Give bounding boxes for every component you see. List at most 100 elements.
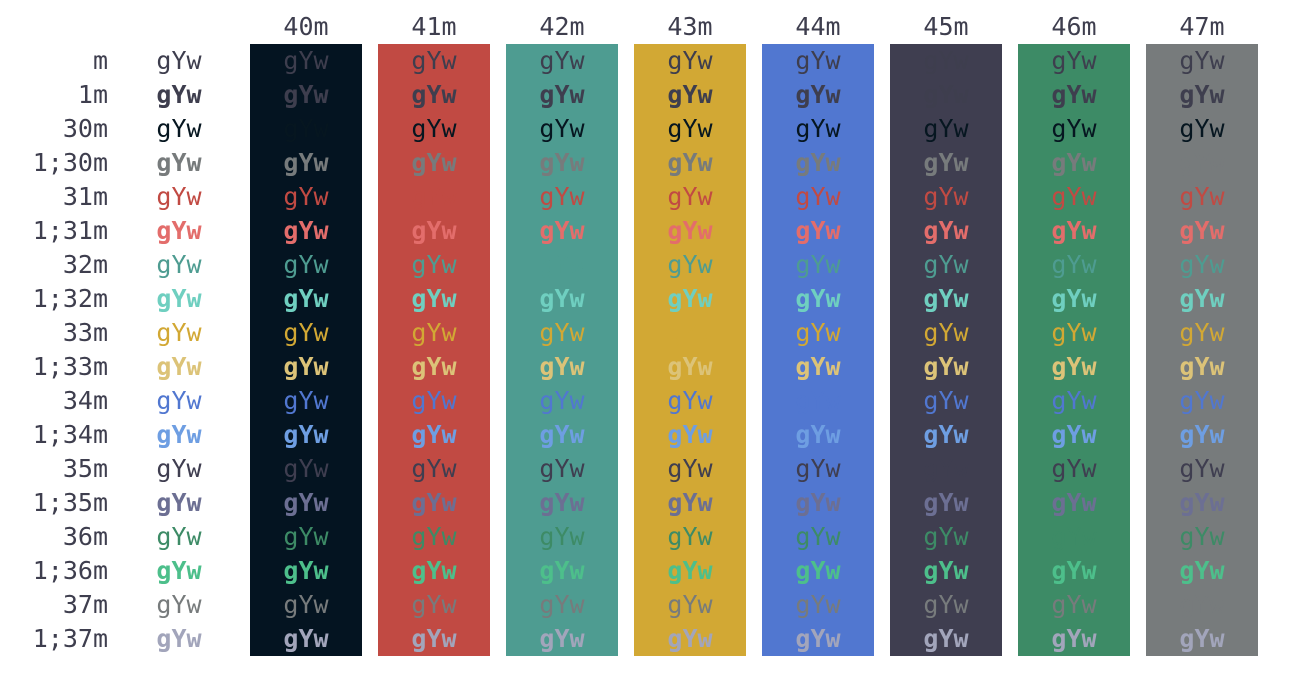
background-column: gYw gYw gYw gYw gYw gYw gYw gYw gYw gYw gYw gYw gYw g… — [378, 44, 490, 656]
swatch-sample: gYw — [539, 114, 585, 143]
swatch-sample: gYw — [1179, 182, 1225, 211]
swatch-sample: gYw — [411, 488, 457, 517]
swatch-sample: gYw — [795, 80, 841, 109]
swatch-sample: gYw — [539, 386, 585, 415]
default-sample: gYw — [156, 46, 202, 75]
swatch-sample: gYw — [667, 624, 713, 653]
swatch-sample: gYw — [411, 556, 457, 585]
swatch-sample: gYw — [1179, 216, 1225, 245]
swatch-sample: gYw — [539, 522, 585, 551]
background-column: gYw gYw gYw gYw gYw gYw gYw gYw gYw gYw gYw gYw gYw g… — [506, 44, 618, 656]
default-sample: gYw — [156, 182, 202, 211]
swatch-sample: gYw — [923, 454, 969, 483]
swatch-sample: gYw — [795, 352, 841, 381]
default-sample: gYw — [156, 216, 202, 245]
swatch-sample: gYw — [795, 46, 841, 75]
swatch-sample: gYw — [923, 420, 969, 449]
row-label: 35m — [62, 454, 108, 483]
swatch-sample: gYw — [923, 148, 969, 177]
swatch-sample: gYw — [1179, 284, 1225, 313]
row-label: 32m — [62, 250, 108, 279]
swatch-sample: gYw — [411, 624, 457, 653]
swatch-sample: gYw — [923, 284, 969, 313]
swatch-sample: gYw — [411, 148, 457, 177]
swatch-sample: gYw — [283, 216, 329, 245]
swatch-sample: gYw — [667, 46, 713, 75]
swatch-sample: gYw — [283, 80, 329, 109]
swatch-sample: gYw — [539, 284, 585, 313]
swatch-sample: gYw — [1179, 250, 1225, 279]
swatch-sample: gYw — [923, 46, 969, 75]
swatch-sample: gYw — [1051, 522, 1097, 551]
default-sample: gYw — [156, 522, 202, 551]
column-header: 42m — [539, 12, 585, 41]
swatch-sample: gYw — [539, 250, 585, 279]
swatch-sample: gYw — [667, 114, 713, 143]
swatch-sample: gYw — [283, 590, 329, 619]
swatch-sample: gYw — [1051, 250, 1097, 279]
swatch-sample: gYw — [411, 250, 457, 279]
swatch-sample: gYw — [1179, 318, 1225, 347]
swatch-sample: gYw — [1051, 590, 1097, 619]
row-label: 1;32m — [32, 284, 108, 313]
swatch-sample: gYw — [411, 420, 457, 449]
swatch-sample: gYw — [411, 46, 457, 75]
swatch-sample: gYw — [1179, 114, 1225, 143]
background-column: gYw gYw gYw gYw gYw gYw gYw gYw gYw gYw gYw gYw gYw g… — [1146, 44, 1258, 656]
swatch-sample: gYw — [1051, 556, 1097, 585]
swatch-sample: gYw — [1179, 522, 1225, 551]
swatch-sample: gYw — [795, 624, 841, 653]
swatch-sample: gYw — [1051, 182, 1097, 211]
swatch-sample: gYw — [667, 216, 713, 245]
swatch-sample: gYw — [667, 454, 713, 483]
column-header: 44m — [795, 12, 841, 41]
default-sample: gYw — [156, 454, 202, 483]
swatch-sample: gYw — [411, 352, 457, 381]
swatch-sample: gYw — [539, 556, 585, 585]
swatch-sample: gYw — [283, 114, 329, 143]
swatch-sample: gYw — [667, 522, 713, 551]
swatch-sample: gYw — [283, 522, 329, 551]
swatch-sample: gYw — [539, 216, 585, 245]
swatch-sample: gYw — [283, 352, 329, 381]
column-header: 43m — [667, 12, 713, 41]
row-label: 1;31m — [32, 216, 108, 245]
swatch-sample: gYw — [795, 114, 841, 143]
swatch-sample: gYw — [411, 318, 457, 347]
swatch-sample: gYw — [411, 284, 457, 313]
swatch-sample: gYw — [795, 284, 841, 313]
row-label: 33m — [62, 318, 108, 347]
swatch-sample: gYw — [539, 488, 585, 517]
swatch-sample: gYw — [1051, 80, 1097, 109]
swatch-sample: gYw — [539, 420, 585, 449]
swatch-sample: gYw — [795, 556, 841, 585]
swatch-sample: gYw — [539, 318, 585, 347]
swatch-sample: gYw — [923, 80, 969, 109]
swatch-sample: gYw — [411, 386, 457, 415]
swatch-sample: gYw — [1051, 216, 1097, 245]
default-sample: gYw — [156, 80, 202, 109]
swatch-sample: gYw — [1051, 148, 1097, 177]
swatch-sample: gYw — [1179, 488, 1225, 517]
swatch-sample: gYw — [411, 216, 457, 245]
swatch-sample: gYw — [411, 182, 457, 211]
swatch-sample: gYw — [283, 420, 329, 449]
swatch-sample: gYw — [795, 488, 841, 517]
swatch-sample: gYw — [923, 590, 969, 619]
column-header: 41m — [411, 12, 457, 41]
swatch-sample: gYw — [283, 386, 329, 415]
swatch-sample: gYw — [283, 46, 329, 75]
swatch-sample: gYw — [411, 522, 457, 551]
background-column: gYw gYw gYw gYw gYw gYw gYw gYw gYw gYw gYw gYw gYw g… — [1018, 44, 1130, 656]
swatch-sample: gYw — [283, 556, 329, 585]
swatch-sample: gYw — [539, 590, 585, 619]
swatch-sample: gYw — [923, 386, 969, 415]
swatch-sample: gYw — [923, 488, 969, 517]
row-label: 34m — [62, 386, 108, 415]
swatch-sample: gYw — [1051, 386, 1097, 415]
row-label: 1;34m — [32, 420, 108, 449]
swatch-sample: gYw — [539, 46, 585, 75]
swatch-sample: gYw — [1179, 556, 1225, 585]
column-header: 47m — [1179, 12, 1225, 41]
row-label: m — [92, 46, 108, 75]
